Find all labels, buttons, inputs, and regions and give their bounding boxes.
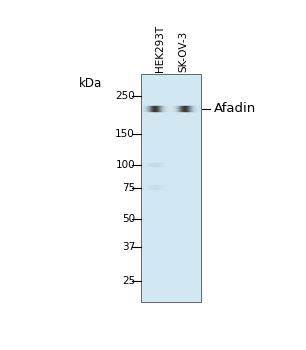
Text: 37: 37 (122, 242, 135, 252)
Text: HEK293T: HEK293T (155, 25, 165, 72)
Text: 250: 250 (115, 91, 135, 101)
Text: 100: 100 (115, 160, 135, 170)
Text: Afadin: Afadin (214, 102, 256, 116)
Text: 150: 150 (115, 129, 135, 139)
Text: kDa: kDa (79, 77, 102, 90)
Text: SK-OV-3: SK-OV-3 (178, 30, 188, 72)
Bar (141, 74, 201, 302)
Text: 75: 75 (122, 183, 135, 193)
Text: 50: 50 (122, 214, 135, 224)
Bar (141, 74, 201, 302)
Text: 25: 25 (122, 275, 135, 286)
